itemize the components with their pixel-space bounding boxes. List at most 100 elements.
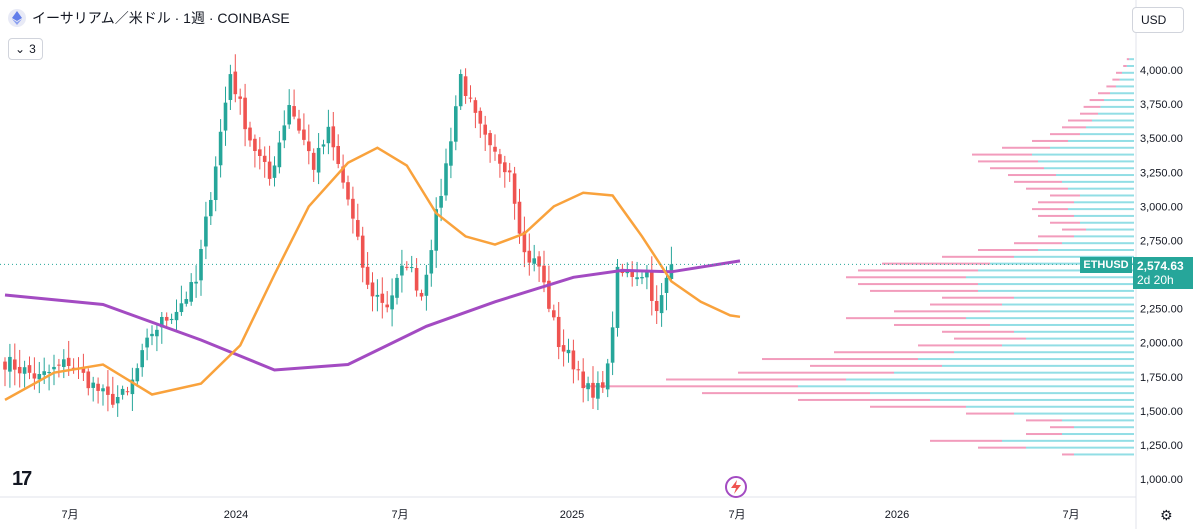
indicator-toggle-button[interactable]: ⌄ 3 bbox=[8, 38, 43, 60]
symbol-title[interactable]: イーサリアム／米ドル · 1週 · COINBASE bbox=[32, 10, 290, 26]
candle-body bbox=[370, 282, 375, 297]
candle-body bbox=[596, 383, 600, 399]
volume-profile-down-bar bbox=[1126, 58, 1130, 61]
y-tick-label: 1,000.00 bbox=[1140, 474, 1183, 486]
candle-body bbox=[86, 371, 91, 389]
candle-body bbox=[233, 71, 238, 95]
y-tick-label: 1,500.00 bbox=[1140, 406, 1183, 418]
indicator-count: 3 bbox=[29, 42, 36, 56]
volume-profile-down-bar bbox=[846, 317, 966, 320]
volume-profile-down-bar bbox=[978, 249, 1038, 252]
candle-body bbox=[316, 147, 321, 173]
candle-body bbox=[542, 265, 546, 283]
volume-profile-down-bar bbox=[1038, 214, 1074, 217]
last-price-value: 2,574.63 bbox=[1137, 259, 1184, 273]
candle-body bbox=[243, 97, 247, 130]
volume-profile-up-bar bbox=[1074, 453, 1134, 456]
candle-body bbox=[37, 374, 42, 380]
candle-body bbox=[140, 350, 144, 368]
candle-body bbox=[331, 126, 336, 148]
x-tick-label: 7月 bbox=[1062, 509, 1079, 521]
volume-profile-down-bar bbox=[1098, 92, 1110, 95]
candle-body bbox=[228, 74, 233, 100]
volume-profile-down-bar bbox=[942, 330, 1014, 333]
candle-body bbox=[365, 266, 370, 285]
volume-profile-down-bar bbox=[810, 364, 942, 367]
volume-profile-up-bar bbox=[1014, 412, 1134, 415]
candle-body bbox=[419, 292, 424, 297]
volume-profile-up-bar bbox=[1068, 187, 1134, 190]
volume-profile-down-bar bbox=[1080, 112, 1098, 115]
candle-body bbox=[409, 267, 414, 269]
candle-body bbox=[101, 388, 105, 392]
volume-profile-down-bar bbox=[1050, 426, 1074, 429]
candle-body bbox=[610, 327, 615, 363]
volume-profile-down-bar bbox=[1062, 453, 1074, 456]
candle-body bbox=[449, 141, 453, 166]
volume-profile-up-bar bbox=[990, 323, 1134, 326]
candle-body bbox=[512, 173, 517, 204]
y-tick-label: 2,250.00 bbox=[1140, 304, 1183, 316]
volume-profile-down-bar bbox=[882, 262, 990, 265]
chevron-down-icon: ⌄ bbox=[15, 42, 26, 56]
candle-body bbox=[576, 369, 581, 371]
volume-profile-down-bar bbox=[918, 344, 1002, 347]
volume-profile-down-bar bbox=[1032, 208, 1068, 211]
candle-body bbox=[253, 138, 257, 152]
candle-body bbox=[111, 393, 115, 405]
candle-body bbox=[135, 368, 140, 382]
volume-profile-down-bar bbox=[1050, 221, 1080, 224]
volume-profile-up-bar bbox=[1062, 180, 1134, 183]
volume-profile-up-bar bbox=[1002, 303, 1134, 306]
candle-body bbox=[591, 382, 595, 398]
candle-body bbox=[189, 282, 193, 302]
y-tick-label: 2,000.00 bbox=[1140, 338, 1183, 350]
candle-body bbox=[566, 349, 571, 354]
y-tick-label: 2,750.00 bbox=[1140, 235, 1183, 247]
candle-body bbox=[498, 154, 502, 164]
candle-body bbox=[547, 280, 551, 309]
volume-profile-down-bar bbox=[1116, 71, 1122, 74]
candle-body bbox=[115, 397, 120, 404]
volume-profile-down-bar bbox=[1050, 133, 1080, 136]
volume-profile-up-bar bbox=[966, 317, 1134, 320]
candle-body bbox=[522, 231, 527, 253]
ma-short-line bbox=[4, 146, 741, 401]
volume-profile-up-bar bbox=[1074, 235, 1134, 238]
volume-profile-up-bar bbox=[1110, 92, 1134, 95]
candle-body bbox=[27, 365, 32, 373]
volume-profile-up-bar bbox=[1068, 139, 1134, 142]
currency-select[interactable]: USD bbox=[1132, 7, 1184, 33]
y-axis-ticks: 1,000.00 1,250.00 1,500.00 1,750.00 2,000.00… bbox=[1140, 65, 1183, 486]
volume-profile-up-bar bbox=[1080, 221, 1134, 224]
x-tick-label: 2025 bbox=[560, 509, 584, 521]
gear-icon[interactable]: ⚙ bbox=[1160, 507, 1173, 523]
volume-profile-down-bar bbox=[1026, 433, 1062, 436]
candle-body bbox=[292, 106, 296, 117]
volume-profile-up-bar bbox=[1044, 167, 1134, 170]
tradingview-logo-icon[interactable]: 17 bbox=[12, 468, 32, 490]
volume-profile-down-bar bbox=[942, 255, 1014, 258]
volume-profile-up-bar bbox=[870, 392, 1134, 395]
candle-body bbox=[532, 258, 536, 264]
candle-body bbox=[96, 383, 100, 391]
volume-profile-down-bar bbox=[1106, 85, 1116, 88]
volume-profile-down-bar bbox=[894, 323, 990, 326]
candle-body bbox=[213, 166, 218, 200]
candle-body bbox=[336, 145, 340, 164]
volume-profile-up-bar bbox=[1080, 194, 1134, 197]
candle-body bbox=[169, 318, 174, 321]
candle-body bbox=[561, 345, 566, 352]
candle-body bbox=[204, 216, 208, 247]
candle-body bbox=[341, 166, 345, 183]
y-tick-label: 4,000.00 bbox=[1140, 65, 1183, 77]
candle-body bbox=[463, 76, 468, 96]
volume-profile-down-bar bbox=[930, 439, 1002, 442]
lightning-icon[interactable] bbox=[725, 476, 747, 498]
volume-profile-down-bar bbox=[1038, 235, 1074, 238]
candle-body bbox=[57, 364, 61, 366]
volume-profile-up-bar bbox=[1014, 296, 1134, 299]
volume-profile-up-bar bbox=[990, 310, 1134, 313]
volume-profile-down-bar bbox=[738, 371, 894, 374]
